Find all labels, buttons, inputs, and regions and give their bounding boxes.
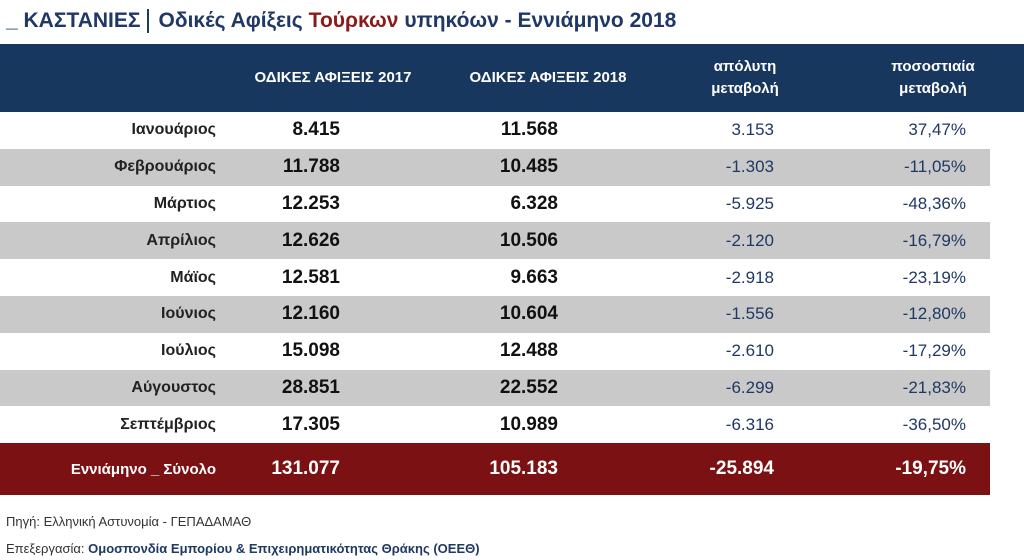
percent-change-cell: -48,36% xyxy=(902,193,966,213)
header-absolute-change: απόλυτη μεταβολή xyxy=(690,44,800,112)
absolute-change-cell: -2.610 xyxy=(725,341,774,361)
table-row: Ιούνιος 12.160 10.604 -1.556 -12,80% xyxy=(0,295,1024,333)
header-pct-line2: μεταβολή xyxy=(899,80,967,97)
table-row: Ιούλιος 15.098 12.488 -2.610 -17,29% xyxy=(0,333,1024,370)
arrivals-2017-cell: 12.160 xyxy=(281,303,340,325)
header-arrivals-2018: ΟΔΙΚΕΣ ΑΦΙΞΕΙΣ 2018 xyxy=(469,69,627,86)
absolute-change-cell: -6.299 xyxy=(725,377,774,397)
row-gap xyxy=(990,222,1024,260)
table-row: Απρίλιος 12.626 10.506 -2.120 -16,79% xyxy=(0,222,1024,260)
percent-change-cell: -17,29% xyxy=(902,341,966,361)
table-header: ΟΔΙΚΕΣ ΑΦΙΞΕΙΣ 2017 ΟΔΙΚΕΣ ΑΦΙΞΕΙΣ 2018 … xyxy=(0,44,1024,112)
percent-change-cell: -12,80% xyxy=(902,304,966,324)
month-cell: Αύγουστος xyxy=(131,378,216,396)
row-shading xyxy=(0,295,1024,333)
arrivals-2018-cell: 10.485 xyxy=(499,156,558,178)
header-arrivals-2017: ΟΔΙΚΕΣ ΑΦΙΞΕΙΣ 2017 xyxy=(254,69,412,86)
table-row: Φεβρουάριος 11.788 10.485 -1.303 -11,05% xyxy=(0,148,1024,186)
table-body: Ιανουάριος 8.415 11.568 3.153 37,47% Φεβ… xyxy=(0,112,1024,443)
absolute-change-cell: -1.303 xyxy=(725,157,774,177)
row-shading xyxy=(0,369,1024,407)
arrivals-2017-cell: 8.415 xyxy=(292,119,340,141)
absolute-change-cell: -1.556 xyxy=(725,304,774,324)
credit-label: Επεξεργασία: xyxy=(6,541,85,556)
arrivals-2018-cell: 22.552 xyxy=(499,376,558,398)
arrivals-2017-cell: 15.098 xyxy=(281,340,340,362)
page-title: _ ΚΑΣΤΑΝΙΕΣ Οδικές Αφίξεις Τούρκων υπηκό… xyxy=(6,6,676,36)
arrivals-2017-cell: 12.626 xyxy=(281,229,340,251)
arrivals-2018-cell: 10.604 xyxy=(499,303,558,325)
arrivals-2017-cell: 28.851 xyxy=(281,376,340,398)
table-row: Ιανουάριος 8.415 11.568 3.153 37,47% xyxy=(0,112,1024,149)
title-highlight: Τούρκων xyxy=(308,9,399,32)
total-arrivals-2017: 131.077 xyxy=(271,458,340,479)
table-row: Μάρτιος 12.253 6.328 -5.925 -48,36% xyxy=(0,186,1024,223)
absolute-change-cell: -2.918 xyxy=(725,267,774,287)
total-label: Εννιάμηνο _ Σύνολο xyxy=(70,460,216,478)
title-divider xyxy=(146,9,149,33)
row-shading xyxy=(0,222,1024,260)
table-row: Μάϊος 12.581 9.663 -2.918 -23,19% xyxy=(0,259,1024,296)
month-cell: Φεβρουάριος xyxy=(114,158,216,176)
arrivals-2017-cell: 17.305 xyxy=(281,413,340,435)
percent-change-cell: -23,19% xyxy=(902,267,966,287)
total-row: Εννιάμηνο _ Σύνολο 131.077 105.183 -25.8… xyxy=(0,443,990,495)
arrivals-2017-cell: 12.581 xyxy=(281,266,340,288)
month-cell: Μάρτιος xyxy=(153,194,216,212)
percent-change-cell: -16,79% xyxy=(902,230,966,250)
table-row: Αύγουστος 28.851 22.552 -6.299 -21,83% xyxy=(0,369,1024,407)
month-cell: Ιούνιος xyxy=(161,305,216,323)
arrivals-2018-cell: 9.663 xyxy=(510,266,558,288)
header-pct-line1: ποσοστιαία xyxy=(891,58,975,75)
source-note: Πηγή: Ελληνική Αστυνομία - ΓΕΠΑΔΑΜΑΘ xyxy=(6,514,252,529)
percent-change-cell: 37,47% xyxy=(908,120,966,140)
arrivals-2017-cell: 11.788 xyxy=(282,156,340,178)
arrivals-2018-cell: 12.488 xyxy=(499,340,558,362)
absolute-change-cell: -2.120 xyxy=(725,230,774,250)
total-arrivals-2018: 105.183 xyxy=(489,458,558,479)
arrivals-2018-cell: 10.989 xyxy=(499,413,558,435)
arrivals-2017-cell: 12.253 xyxy=(281,192,340,214)
absolute-change-cell: 3.153 xyxy=(731,120,774,140)
row-gap xyxy=(990,148,1024,186)
absolute-change-cell: -5.925 xyxy=(725,193,774,213)
month-cell: Ιούλιος xyxy=(161,342,216,360)
header-abs-line1: απόλυτη xyxy=(713,58,777,75)
total-percent-change: -19,75% xyxy=(895,458,966,479)
row-shading xyxy=(0,148,1024,186)
arrivals-2018-cell: 6.328 xyxy=(510,192,558,214)
percent-change-cell: -21,83% xyxy=(902,377,966,397)
month-cell: Απρίλιος xyxy=(146,231,216,249)
row-gap xyxy=(990,295,1024,333)
title-part1: Οδικές Αφίξεις xyxy=(158,9,303,32)
arrivals-2018-cell: 10.506 xyxy=(499,229,558,251)
header-abs-line2: μεταβολή xyxy=(711,80,779,97)
title-part2: υπηκόων - Εννιάμηνο 2018 xyxy=(404,9,677,32)
row-gap xyxy=(990,369,1024,407)
month-cell: Ιανουάριος xyxy=(131,121,216,139)
percent-change-cell: -36,50% xyxy=(902,414,966,434)
total-absolute-change: -25.894 xyxy=(709,458,774,479)
percent-change-cell: -11,05% xyxy=(903,157,966,177)
arrivals-2018-cell: 11.568 xyxy=(500,119,558,141)
credit-note: Επεξεργασία: Ομοσπονδία Εμπορίου & Επιχε… xyxy=(6,541,480,556)
month-cell: Μάϊος xyxy=(170,268,216,286)
table-row: Σεπτέμβριος 17.305 10.989 -6.316 -36,50% xyxy=(0,406,1024,443)
absolute-change-cell: -6.316 xyxy=(725,414,774,434)
credit-organization: Ομοσπονδία Εμπορίου & Επιχειρηματικότητα… xyxy=(88,541,480,556)
month-cell: Σεπτέμβριος xyxy=(120,415,216,433)
header-percent-change: ποσοστιαία μεταβολή xyxy=(858,44,1008,112)
title-prefix: _ ΚΑΣΤΑΝΙΕΣ xyxy=(6,9,141,32)
